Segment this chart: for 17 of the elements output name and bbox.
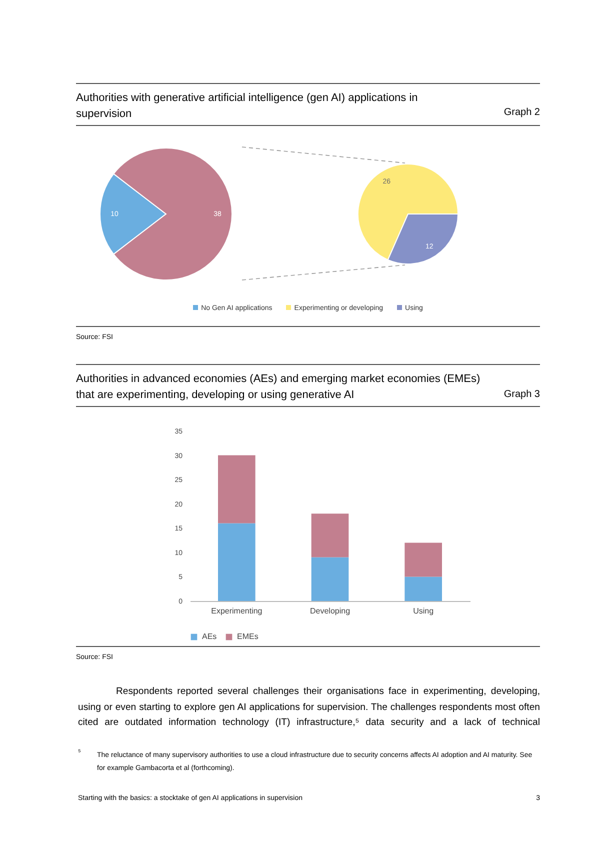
bar (218, 455, 256, 524)
bar (218, 523, 256, 601)
bar (311, 557, 349, 601)
x-tick-label: Developing (310, 606, 350, 616)
caption: Graph 2 (504, 107, 540, 118)
bar (311, 514, 349, 558)
legend-label: EMEs (237, 632, 258, 641)
x-tick-label: Using (413, 606, 434, 616)
text: Respondents reported several challenges their organisations face in experimenting, developing, using or even starting to explore gen AI applications for supervision. The challenges respondents most often cited are outdated information technology (IT) infrastructure,⁵ data security and a lack of technical (78, 685, 540, 730)
bar (404, 576, 442, 601)
x-tick-label: Experimenting (211, 606, 262, 616)
chart-title: Authorities in advanced economies (AEs) and emerging market economies (EMEs) that are experimenting, developing or using generative AI (76, 372, 482, 403)
chart-title: Authorities with generative artificial intelligence (gen AI) applications in supervision (76, 91, 419, 122)
caption: Graph 3 (504, 389, 540, 400)
bar (404, 542, 442, 577)
pie-slice (358, 164, 458, 260)
legend-label: AEs (202, 632, 217, 641)
